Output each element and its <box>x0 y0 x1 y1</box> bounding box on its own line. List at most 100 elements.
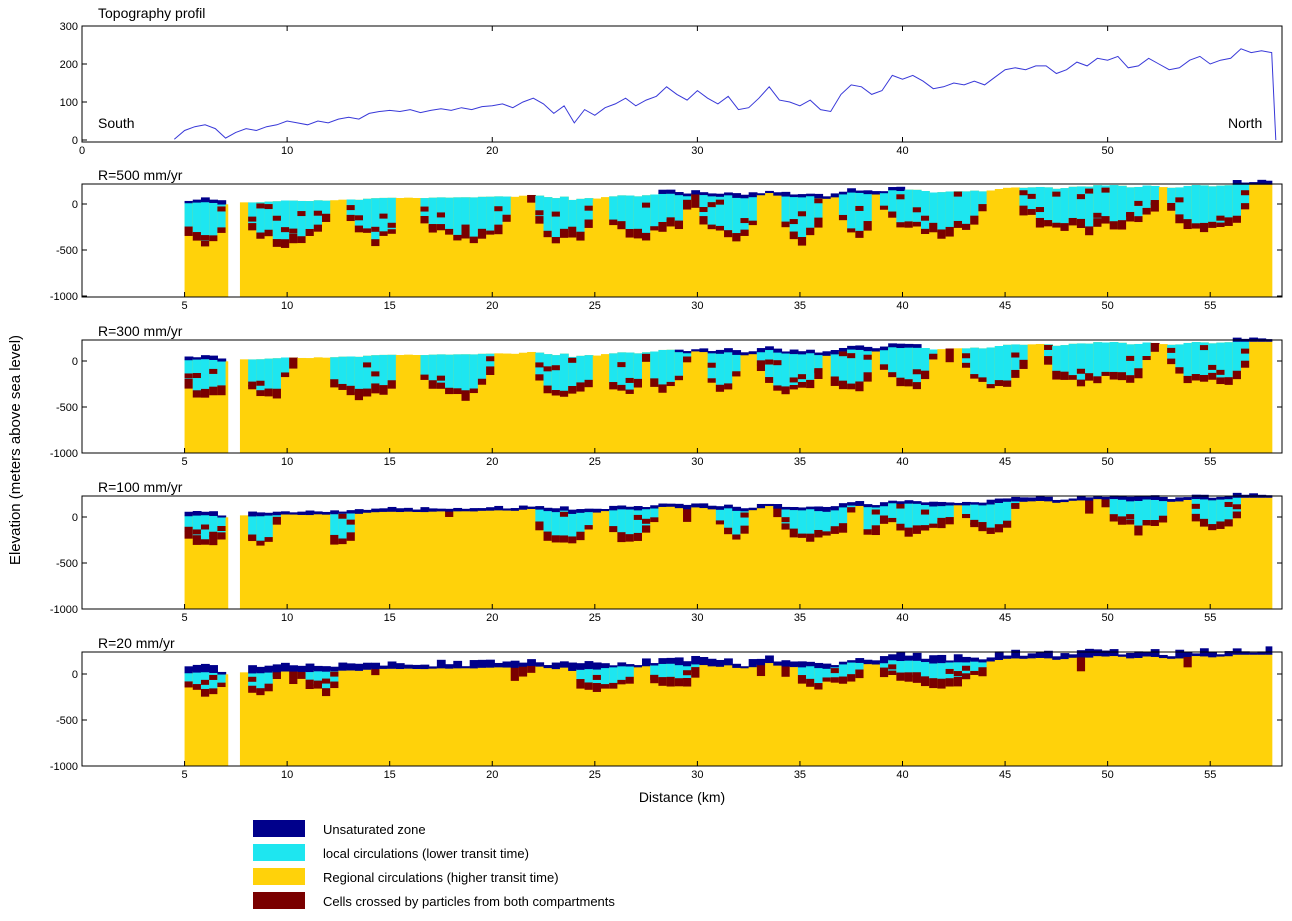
unsaturated-cell <box>806 349 815 354</box>
local-cell <box>1117 498 1127 518</box>
local-cell <box>1216 342 1226 379</box>
regional-cell <box>871 506 881 609</box>
regional-cell <box>387 354 397 453</box>
mixed-cell <box>184 526 194 532</box>
regional-cell <box>592 355 602 453</box>
mixed-cell <box>354 388 364 394</box>
mixed-cell <box>200 240 210 247</box>
local-cell <box>1126 187 1135 214</box>
mixed-cell <box>945 678 955 687</box>
regional-cell <box>945 661 955 766</box>
local-cell <box>192 514 202 537</box>
local-cell <box>1224 185 1234 219</box>
regional-cell <box>978 661 988 766</box>
regional-cell <box>715 508 725 609</box>
mixed-cell <box>970 522 980 528</box>
regional-cell <box>576 198 586 297</box>
mixed-cell <box>978 667 988 677</box>
mixed-cell <box>363 362 372 368</box>
regional-cell <box>953 661 963 766</box>
mixed-cell <box>912 207 922 213</box>
local-cell <box>650 664 660 676</box>
mixed-cell <box>428 224 438 230</box>
regional-cell <box>642 352 651 453</box>
mixed-cell <box>814 368 824 374</box>
unsaturated-cell <box>904 343 914 348</box>
regional-cell <box>1224 185 1234 297</box>
regional-cell <box>1003 187 1012 297</box>
mixed-cell <box>486 366 495 375</box>
mixed-cell <box>953 220 963 228</box>
local-cell <box>559 509 569 537</box>
regional-cell <box>863 506 873 609</box>
unsaturated-cell <box>1035 651 1045 658</box>
local-cell <box>568 356 577 387</box>
local-cell <box>929 192 938 224</box>
regional-cell <box>502 666 512 766</box>
regional-cell <box>896 660 906 766</box>
regional-cell <box>1158 344 1168 453</box>
unsaturated-cell <box>264 512 274 516</box>
regional-cell <box>707 352 717 453</box>
local-cell <box>1199 342 1209 376</box>
unsaturated-cell <box>699 657 709 666</box>
regional-cell <box>404 667 413 766</box>
local-cell <box>1093 342 1103 378</box>
local-cell <box>945 191 955 228</box>
local-cell <box>1191 342 1201 376</box>
mixed-cell <box>1011 503 1021 509</box>
regional-cell <box>477 196 487 297</box>
mixed-cell <box>650 517 660 523</box>
local-cell <box>962 504 971 515</box>
local-cell <box>625 665 635 678</box>
regional-cell <box>1076 656 1086 766</box>
regional-cell <box>354 199 364 297</box>
unsaturated-cell <box>773 661 783 666</box>
unsaturated-cell <box>494 505 504 511</box>
regional-cell <box>822 510 832 609</box>
unsaturated-cell <box>740 352 750 356</box>
regional-cell <box>1134 499 1144 609</box>
mixed-cell <box>264 388 274 397</box>
regional-cell <box>510 509 520 609</box>
regional-cell <box>666 192 676 297</box>
local-cell <box>313 670 323 685</box>
mixed-cell <box>920 370 930 376</box>
x-tick-label: 30 <box>691 300 703 312</box>
regional-cell <box>773 664 783 766</box>
unsaturated-cell <box>879 502 889 507</box>
regional-cell <box>633 196 643 297</box>
mixed-cell <box>1216 377 1226 385</box>
regional-cell <box>986 347 996 453</box>
mixed-cell <box>576 531 586 541</box>
regional-cell <box>494 196 504 297</box>
mixed-cell <box>814 217 824 228</box>
local-cell <box>912 189 922 223</box>
unsaturated-cell <box>527 506 536 509</box>
mixed-cell <box>1224 377 1234 385</box>
unsaturated-cell <box>1183 497 1193 500</box>
mixed-cell <box>272 671 282 677</box>
mixed-cell <box>978 204 988 212</box>
local-cell <box>1035 186 1045 219</box>
regional-cell <box>551 198 561 297</box>
regional-cell <box>518 665 528 766</box>
local-cell <box>912 502 922 527</box>
mixed-cell <box>551 211 561 217</box>
regional-cell <box>217 360 227 453</box>
regional-cell <box>469 354 479 453</box>
local-cell <box>830 509 840 530</box>
regional-cell <box>674 664 684 766</box>
regional-cell <box>822 667 832 766</box>
local-cell <box>1060 345 1070 373</box>
local-cell <box>256 202 266 234</box>
mixed-cell <box>658 221 668 232</box>
mixed-cell <box>518 665 528 677</box>
x-tick-label: 5 <box>182 612 188 624</box>
local-cell <box>209 514 218 537</box>
mixed-cell <box>962 223 971 230</box>
local-cell <box>962 191 971 225</box>
local-cell <box>330 513 340 536</box>
mixed-cell <box>256 540 266 546</box>
unsaturated-cell <box>888 343 897 348</box>
